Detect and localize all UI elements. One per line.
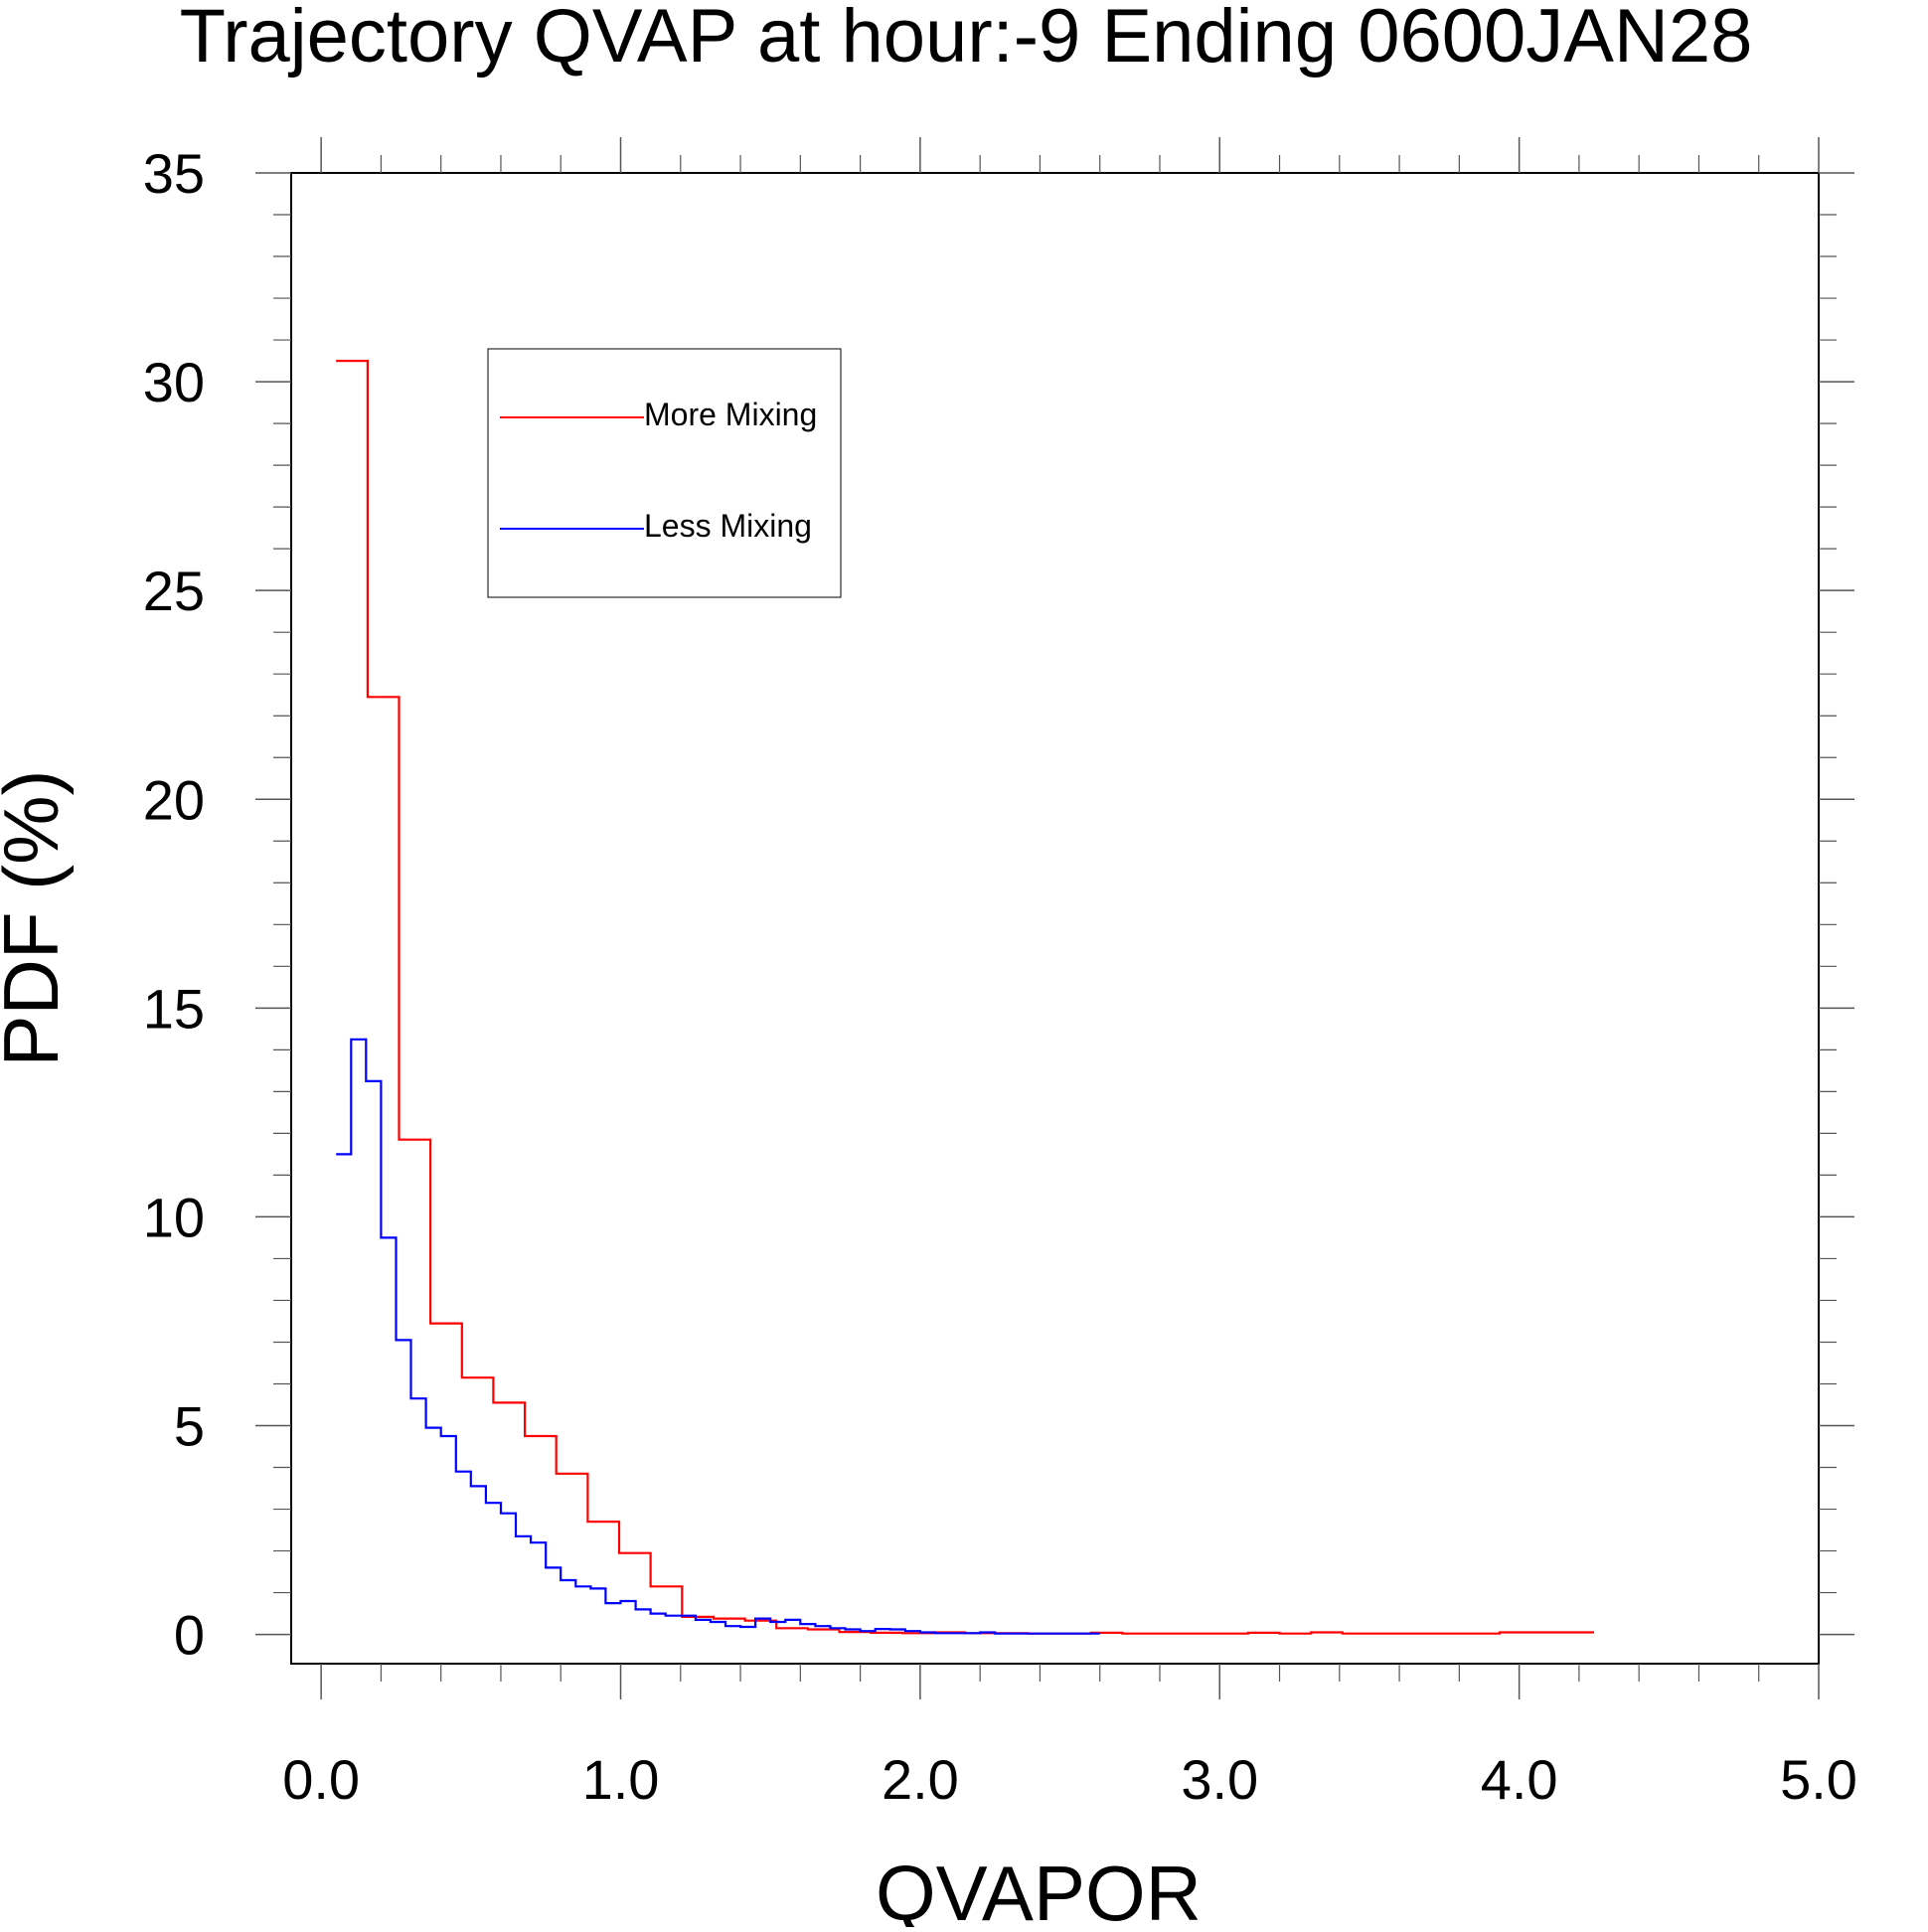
legend-label-less-mixing: Less Mixing (644, 508, 812, 544)
y-tick-label: 15 (143, 977, 205, 1040)
y-tick-label: 5 (174, 1395, 205, 1458)
axis-ticks (255, 137, 1854, 1699)
y-tick-label: 20 (143, 768, 205, 831)
series-lines (336, 360, 1594, 1635)
series-line-more-mixing (336, 360, 1594, 1635)
y-tick-label: 30 (143, 351, 205, 413)
chart-title: Trajectory QVAP at hour:-9 Ending 0600JA… (180, 0, 1753, 79)
legend-label-more-mixing: More Mixing (644, 397, 817, 432)
x-tick-label: 2.0 (882, 1748, 959, 1811)
y-axis-label: PDF (%) (0, 770, 75, 1067)
y-tick-label: 25 (143, 560, 205, 622)
x-tick-labels: 0.0 1.0 2.0 3.0 4.0 5.0 (282, 1748, 1857, 1811)
x-tick-label: 5.0 (1780, 1748, 1857, 1811)
legend: More Mixing Less Mixing (487, 348, 842, 598)
y-tick-label: 10 (143, 1186, 205, 1248)
series-line-less-mixing (336, 1038, 1100, 1635)
x-tick-label: 0.0 (282, 1748, 360, 1811)
x-tick-label: 1.0 (582, 1748, 660, 1811)
x-axis-label: QVAPOR (876, 1850, 1202, 1927)
legend-box (487, 348, 842, 598)
x-tick-label: 3.0 (1181, 1748, 1258, 1811)
y-tick-label: 0 (174, 1604, 205, 1667)
y-tick-label: 35 (143, 142, 205, 205)
x-tick-label: 4.0 (1481, 1748, 1558, 1811)
plot-frame (290, 172, 1820, 1665)
y-tick-labels: 0 5 10 15 20 25 30 35 (143, 142, 205, 1667)
